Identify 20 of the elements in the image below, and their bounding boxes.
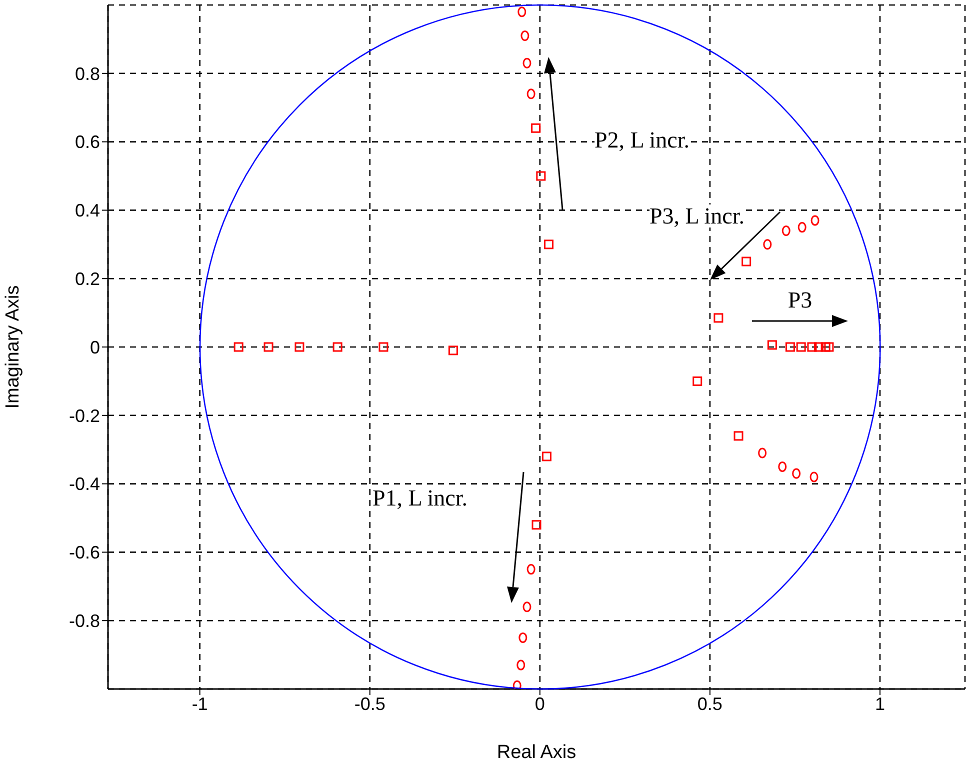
y-tick-label: 0 [90, 337, 100, 358]
x-tick-label: 1 [874, 694, 885, 714]
y-tick-label: 0.6 [74, 132, 100, 152]
y-tick-label: 0.8 [74, 64, 100, 84]
y-tick-label: -0.4 [68, 474, 100, 494]
y-tick-label: -0.8 [68, 610, 100, 631]
x-tick-label: 0 [534, 694, 545, 714]
y-axis-title: Imaginary Axis [2, 285, 24, 409]
x-tick-label: 0.5 [697, 694, 722, 714]
x-axis-title: Real Axis [496, 742, 576, 762]
y-tick-label: -0.2 [68, 406, 100, 426]
annotation: P1, L incr. [372, 486, 468, 510]
x-tick-label: -0.5 [354, 694, 386, 714]
annotation: P3 [788, 288, 812, 312]
x-tick-label: -1 [192, 694, 208, 714]
annotation: P2, L incr. [594, 128, 690, 152]
annotation: P3, L incr. [650, 204, 744, 228]
y-tick-label: -0.6 [68, 542, 100, 563]
y-tick-label: 0.2 [74, 268, 100, 289]
y-tick-label: 0.4 [74, 200, 100, 221]
